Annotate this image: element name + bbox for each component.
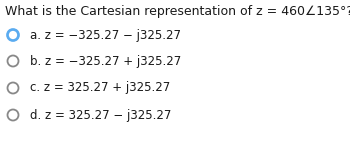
Circle shape xyxy=(7,29,19,40)
Text: What is the Cartesian representation of z = 460∠135°?: What is the Cartesian representation of … xyxy=(5,5,350,18)
Circle shape xyxy=(7,110,19,121)
Text: c. z = 325.27 + j325.27: c. z = 325.27 + j325.27 xyxy=(30,82,170,95)
Text: a. z = −325.27 − j325.27: a. z = −325.27 − j325.27 xyxy=(30,28,181,41)
Text: b. z = −325.27 + j325.27: b. z = −325.27 + j325.27 xyxy=(30,54,181,67)
Circle shape xyxy=(7,83,19,94)
Text: d. z = 325.27 − j325.27: d. z = 325.27 − j325.27 xyxy=(30,109,172,122)
Circle shape xyxy=(7,55,19,66)
